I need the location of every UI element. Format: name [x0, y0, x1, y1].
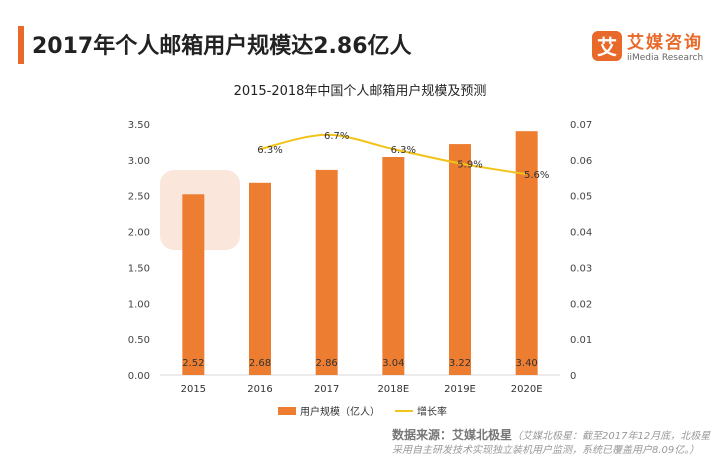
bar-label: 2.86 [316, 358, 338, 369]
y2-tick-label: 0.02 [570, 299, 592, 310]
source-label: 数据来源：艾媒北极星 [392, 428, 513, 442]
source-note-2: 采用自主研发技术实现独立装机用户监测，系统已覆盖用户8.09亿。） [392, 445, 700, 456]
y-tick-label: 3.50 [128, 120, 150, 131]
bar [249, 182, 271, 375]
line-label: 6.3% [257, 145, 282, 156]
y-tick-label: 0.50 [128, 335, 150, 346]
logo-en: iiMedia Research [627, 53, 704, 63]
bar-label: 3.22 [449, 358, 471, 369]
y2-tick-label: 0.03 [570, 263, 592, 274]
line-label: 6.7% [324, 131, 349, 142]
line-label: 5.9% [457, 159, 482, 170]
legend-bar-label: 用户规模（亿人） [300, 405, 380, 418]
y2-tick-label: 0.01 [570, 335, 592, 346]
y2-tick-label: 0.04 [570, 228, 592, 239]
bar [315, 169, 338, 375]
x-tick-label: 2015 [181, 384, 206, 395]
line-label: 6.3% [391, 145, 416, 156]
bar [182, 194, 205, 375]
page-title: 2017年个人邮箱用户规模达2.86亿人 [32, 34, 412, 59]
y2-tick-label: 0 [570, 371, 576, 382]
bar-label: 3.40 [516, 358, 538, 369]
legend-line-label: 增长率 [417, 405, 447, 418]
bar [449, 144, 471, 375]
y-tick-label: 2.00 [128, 228, 150, 239]
logo-mark: 艾 [592, 30, 622, 61]
bar [515, 131, 538, 375]
x-tick-label: 2020E [511, 384, 543, 395]
x-tick-label: 2016 [247, 384, 272, 395]
legend-bar-swatch [278, 407, 296, 415]
y2-tick-label: 0.07 [570, 120, 592, 131]
y-tick-label: 1.00 [128, 299, 150, 310]
x-tick-label: 2018E [377, 384, 409, 395]
logo: 艾 艾媒咨询 iiMedia Research [592, 28, 703, 63]
x-tick-label: 2017 [314, 384, 339, 395]
x-tick-label: 2019E [444, 384, 476, 395]
bar-label: 2.52 [182, 358, 204, 369]
y2-tick-label: 0.06 [570, 156, 592, 167]
y-tick-label: 2.50 [128, 192, 150, 203]
y-tick-label: 3.00 [128, 156, 150, 167]
source-note: 数据来源：艾媒北极星（艾媒北极星：截至2017年12月底，北极星采用自主研发技术… [392, 428, 710, 458]
line-label: 5.6% [524, 170, 549, 181]
y-tick-label: 1.50 [128, 263, 150, 274]
bar-label: 3.04 [382, 358, 404, 369]
source-note-1: （艾媒北极星：截至2017年12月底，北极星 [512, 431, 711, 442]
growth-line [259, 133, 527, 176]
y2-tick-label: 0.05 [570, 192, 592, 203]
bar [382, 156, 405, 375]
chart-title: 2015-2018年中国个人邮箱用户规模及预测 [233, 84, 487, 99]
title-accent [18, 26, 24, 64]
logo-cn: 艾媒咨询 [627, 33, 703, 53]
bar-label: 2.68 [249, 358, 271, 369]
y-tick-label: 0.00 [128, 371, 150, 382]
